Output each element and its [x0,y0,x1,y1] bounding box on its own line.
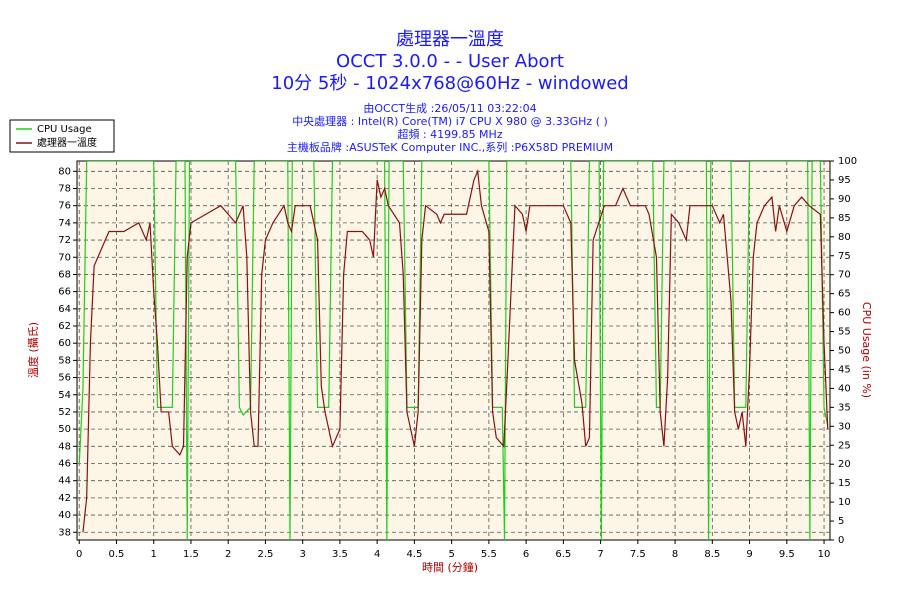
chart-subtitle: 10分 5秒 - 1024x768@60Hz - windowed [271,73,628,94]
y-tick-label: 54 [58,390,71,401]
y-tick-label: 56 [58,373,71,384]
y-tick-label: 80 [58,166,71,177]
x-tick-label: 2.5 [257,549,273,560]
x-tick-label: 3 [299,549,305,560]
y2-axis-label: CPU Usage (in %) [860,302,873,398]
chart-subtitle: OCCT 3.0.0 - - User Abort [336,51,564,72]
y-tick-label: 52 [58,407,71,418]
x-tick-label: 7 [597,549,603,560]
y2-tick-label: 15 [838,478,851,489]
info-line: 中央處理器 : Intel(R) Core(TM) i7 CPU X 980 @… [292,114,608,128]
x-tick-label: 10 [818,549,831,560]
y2-tick-label: 65 [838,289,851,300]
y-tick-label: 44 [58,476,71,487]
y-tick-label: 76 [58,201,71,212]
y-tick-label: 78 [58,184,71,195]
y-tick-label: 62 [58,321,71,332]
y2-tick-label: 70 [838,270,851,281]
x-tick-label: 8.5 [704,549,720,560]
chart-title: 處理器一溫度 [396,29,504,50]
y2-tick-label: 5 [838,516,844,527]
x-tick-label: 1 [151,549,157,560]
y-tick-label: 48 [58,441,71,452]
x-tick-label: 0 [76,549,82,560]
y-tick-label: 42 [58,493,71,504]
y-tick-label: 46 [58,459,71,470]
y2-tick-label: 0 [838,535,844,546]
info-line: 主機板品牌 :ASUSTeK Computer INC.,系列 :P6X58D … [287,140,613,154]
x-tick-label: 4.5 [406,549,422,560]
x-tick-label: 2 [225,549,231,560]
y2-tick-label: 60 [838,308,851,319]
y2-tick-label: 55 [838,327,851,338]
y-tick-label: 66 [58,287,71,298]
y-tick-label: 64 [58,304,71,315]
info-line: 超頻 : 4199.85 MHz [397,127,502,141]
x-tick-label: 8 [672,549,678,560]
info-line: 由OCCT生成 :26/05/11 03:22:04 [363,101,536,115]
y2-tick-label: 45 [838,364,851,375]
x-tick-label: 7.5 [630,549,646,560]
x-axis-label: 時間 (分鐘) [422,560,478,574]
x-tick-label: 3.5 [332,549,348,560]
y2-tick-label: 95 [838,175,851,186]
y2-tick-label: 35 [838,402,851,413]
y2-tick-label: 90 [838,194,851,205]
y-tick-label: 40 [58,510,71,521]
x-tick-label: 4 [374,549,380,560]
y-tick-label: 68 [58,269,71,280]
y-axis-label: 溫度 (攝氏) [26,322,40,378]
y-tick-label: 72 [58,235,71,246]
plot-area [76,160,831,541]
y2-tick-label: 75 [838,251,851,262]
y-tick-label: 50 [58,424,71,435]
y2-tick-label: 80 [838,232,851,243]
y2-tick-label: 30 [838,421,851,432]
y-tick-label: 70 [58,252,71,263]
y2-tick-label: 20 [838,459,851,470]
legend-label: 處理器一溫度 [37,136,97,149]
x-tick-label: 6.5 [555,549,571,560]
x-tick-label: 9 [746,549,752,560]
y2-tick-label: 50 [838,346,851,357]
y2-tick-label: 85 [838,213,851,224]
x-tick-label: 6 [523,549,529,560]
y2-tick-label: 40 [838,383,851,394]
x-tick-label: 9.5 [779,549,795,560]
y2-tick-label: 10 [838,497,851,508]
legend-box [9,119,115,153]
data-line [78,161,829,540]
x-tick-label: 5 [448,549,454,560]
y-tick-label: 74 [58,218,71,229]
x-tick-label: 1.5 [183,549,199,560]
legend-label: CPU Usage [37,124,92,135]
y2-tick-label: 100 [838,156,857,167]
y-tick-label: 58 [58,355,71,366]
x-tick-label: 0.5 [109,549,125,560]
y2-tick-label: 25 [838,440,851,451]
y-tick-label: 38 [58,527,71,538]
y-tick-label: 60 [58,338,71,349]
data-line [82,168,829,533]
x-tick-label: 5.5 [481,549,497,560]
